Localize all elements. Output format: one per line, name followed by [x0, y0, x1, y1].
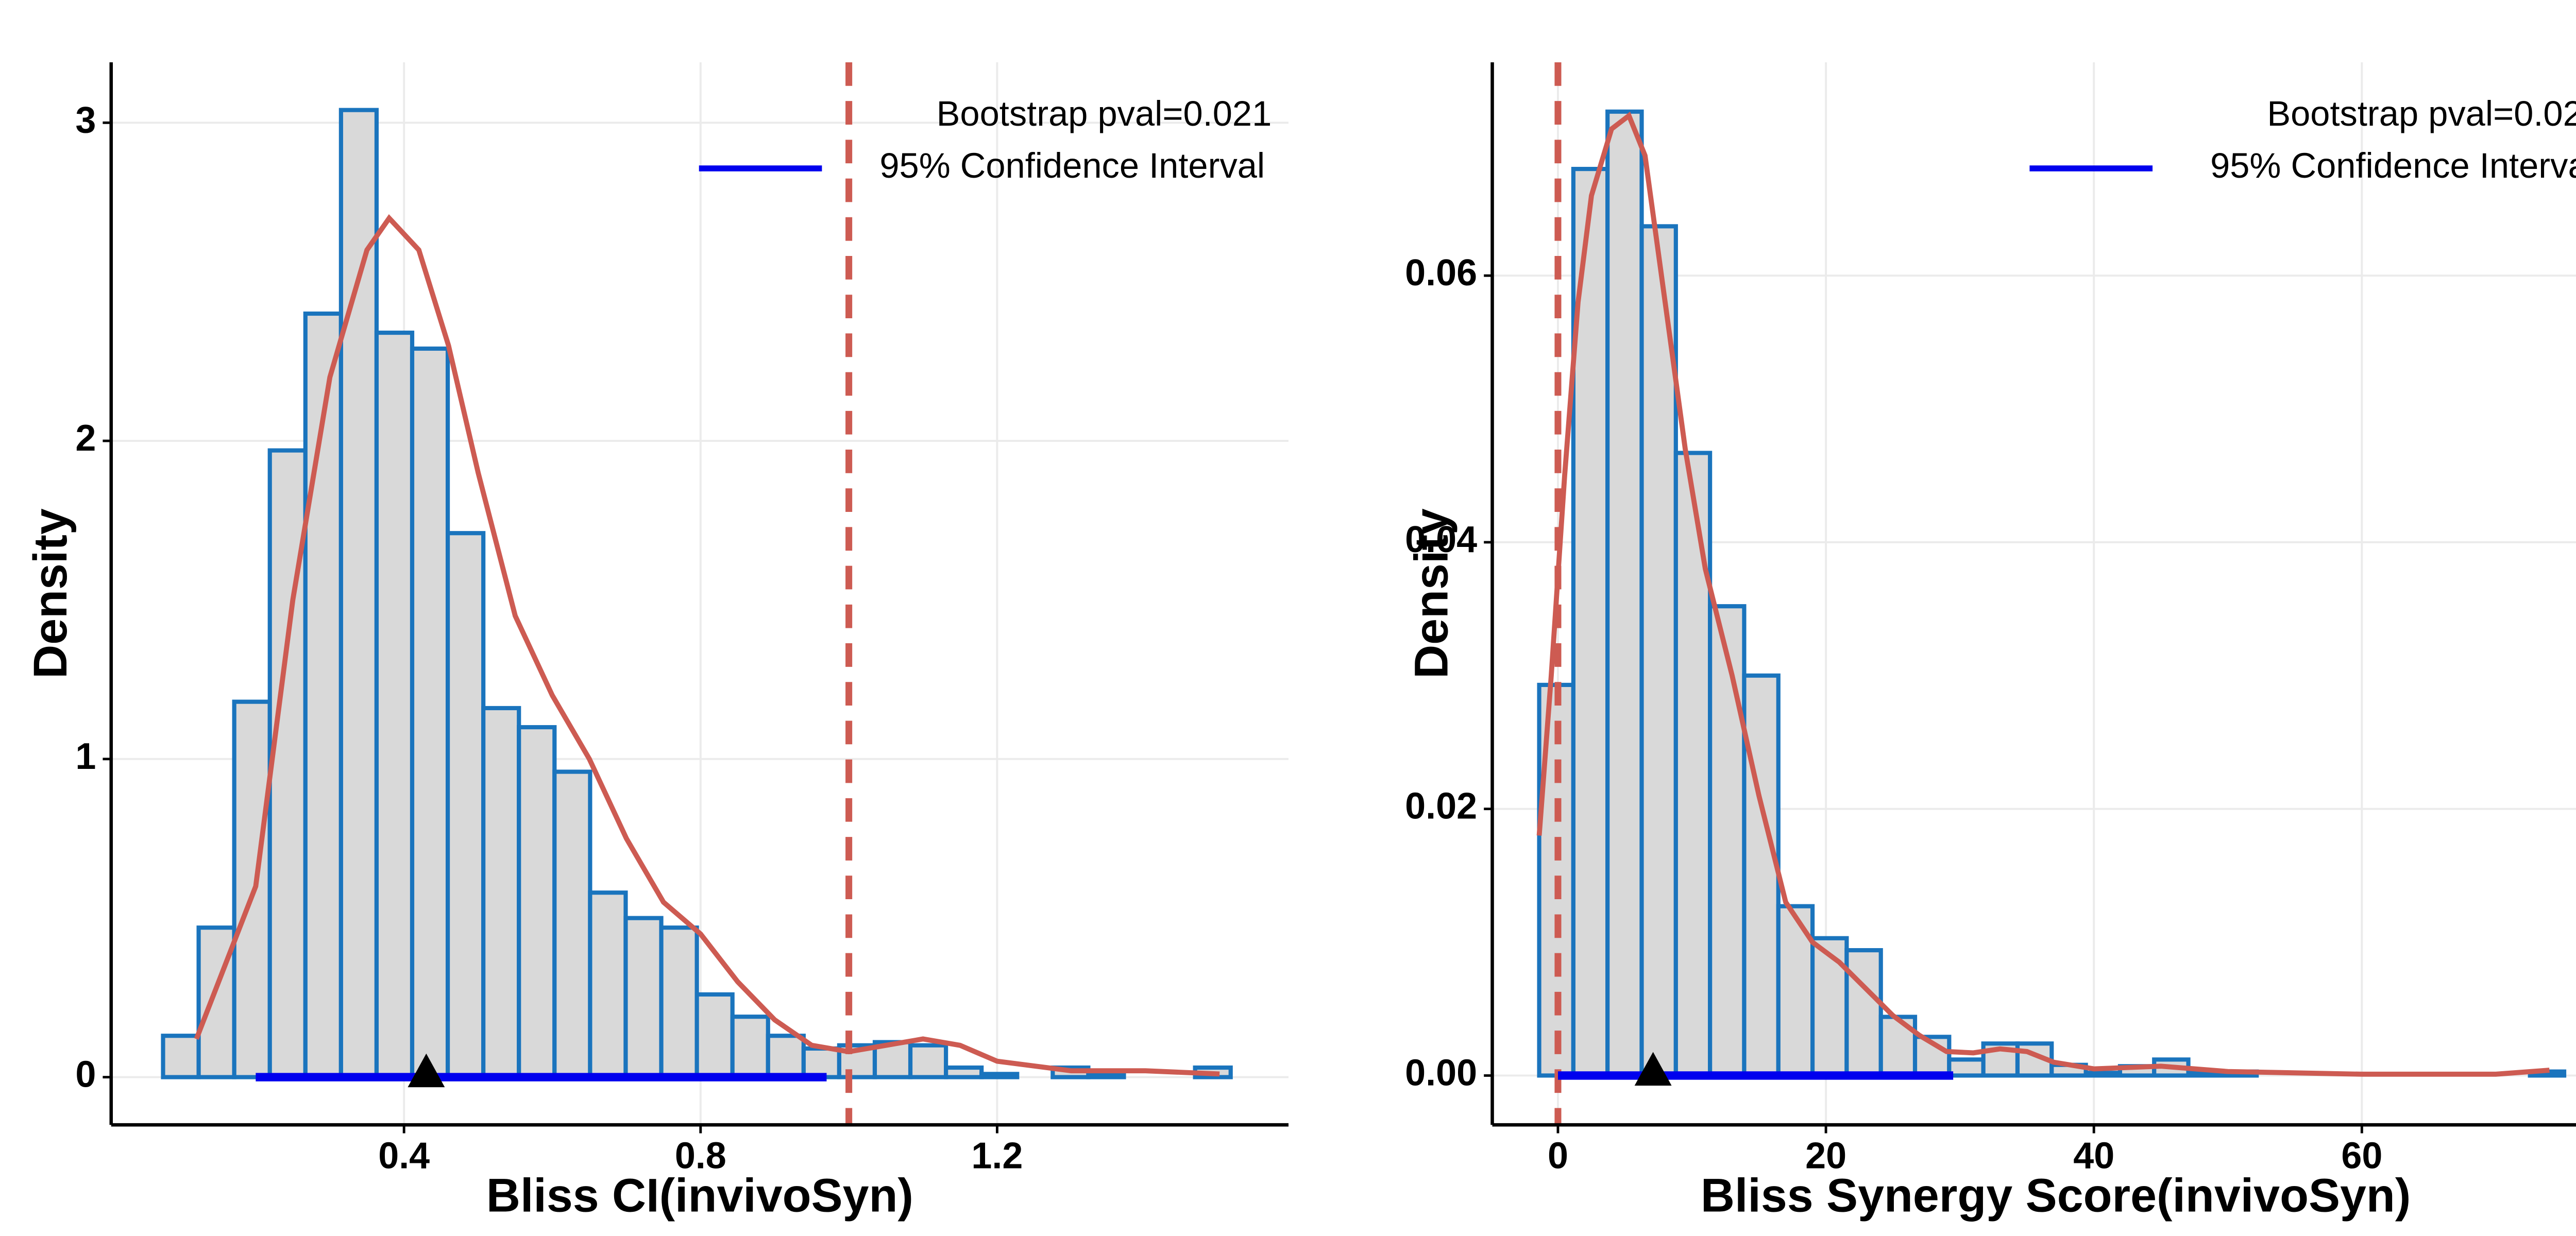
histogram-bar: [1810, 936, 1849, 1078]
histogram-bar: [446, 531, 486, 1079]
density-curve: [194, 214, 1220, 1077]
density-curve: [1536, 111, 2550, 1077]
x-tick-label: 0.4: [378, 1136, 430, 1177]
histogram-bar: [1086, 1072, 1126, 1079]
histogram-bar: [1708, 604, 1747, 1078]
histogram-bar: [2083, 1071, 2123, 1078]
y-tick-label: 2: [75, 418, 96, 459]
histogram-bar: [588, 890, 628, 1079]
x-axis-label: Bliss Synergy Score(invivoSyn): [1701, 1169, 2411, 1222]
histogram-bar: [1844, 948, 1883, 1078]
histogram-bar: [517, 725, 557, 1079]
x-tick-label: 0: [1548, 1136, 1568, 1177]
histogram-bar: [766, 1034, 806, 1079]
histogram-bar: [374, 330, 415, 1079]
histogram-bar: [410, 346, 450, 1079]
histogram-bar: [659, 925, 699, 1079]
x-tick-label: 20: [1805, 1136, 1846, 1177]
histogram-bar: [161, 1034, 201, 1079]
histogram-bar: [1605, 109, 1644, 1078]
legend-label: 95% Confidence Interval: [879, 146, 1265, 185]
y-tick-label: 0.06: [1405, 252, 1477, 294]
legend-label: 95% Confidence Interval: [2210, 146, 2576, 185]
annotation: Bootstrap pval=0.021: [2267, 94, 2576, 133]
x-tick-label: 1.2: [971, 1136, 1023, 1177]
y-tick-label: 0: [75, 1054, 96, 1095]
x-tick-label: 40: [2073, 1136, 2114, 1177]
y-tick-label: 0.04: [1405, 519, 1477, 560]
point-estimate: [1634, 1052, 1672, 1086]
histogram-bar: [730, 1015, 770, 1079]
x-tick-label: 60: [2341, 1136, 2382, 1177]
y-axis-label: Density: [24, 508, 77, 679]
y-tick-label: 3: [75, 99, 96, 141]
x-axis-label: Bliss CI(invivoSyn): [486, 1169, 913, 1222]
point-estimate: [408, 1053, 445, 1088]
histogram-bar: [1673, 451, 1713, 1078]
y-axis-label: Density: [1405, 508, 1458, 679]
y-tick-label: 0.02: [1405, 786, 1477, 827]
histogram-bar: [1947, 1057, 1986, 1078]
histogram-bar: [979, 1072, 1020, 1079]
histogram-bar: [801, 1046, 841, 1079]
y-tick-label: 1: [75, 736, 96, 777]
histogram-bar: [552, 769, 592, 1079]
annotation: Bootstrap pval=0.021: [937, 94, 1272, 133]
y-tick-label: 0.00: [1405, 1052, 1477, 1093]
histogram-bar: [944, 1065, 984, 1079]
histogram-bar: [623, 916, 664, 1079]
x-tick-label: 0.8: [675, 1136, 726, 1177]
histogram-bar: [694, 992, 735, 1079]
histogram-bar: [1742, 673, 1781, 1078]
histogram-bar: [908, 1043, 948, 1079]
histogram-bar: [481, 706, 521, 1079]
histogram-bar: [338, 108, 379, 1079]
